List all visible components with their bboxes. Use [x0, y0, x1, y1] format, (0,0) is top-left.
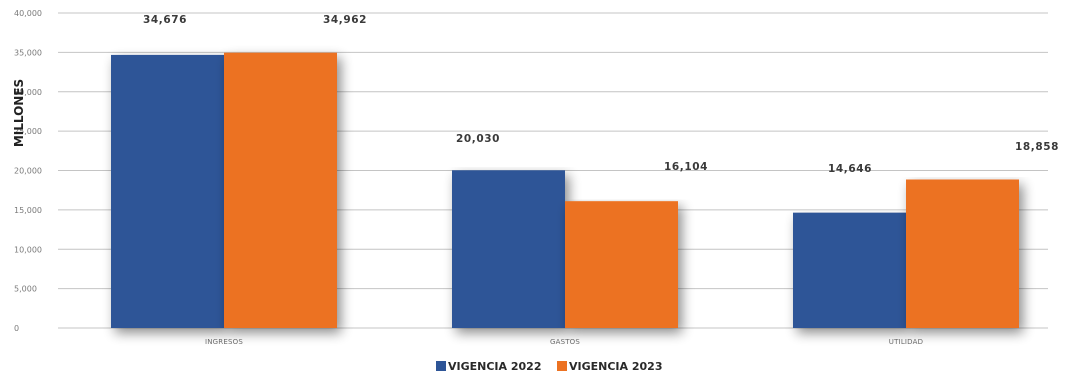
- bar-utilidad-2023: [906, 179, 1019, 328]
- y-tick-label: 25,000: [14, 127, 42, 136]
- bar-gastos-2023: [565, 201, 678, 328]
- data-label: 18,858: [1015, 141, 1059, 153]
- y-tick-label: 0: [14, 324, 19, 333]
- data-label: 20,030: [456, 133, 500, 145]
- bar-gastos-2022: [452, 170, 565, 328]
- legend-swatch: [436, 361, 446, 371]
- data-label: 34,676: [143, 14, 187, 26]
- y-axis-title: MILLONES: [12, 79, 26, 147]
- legend: VIGENCIA 2022 VIGENCIA 2023: [436, 360, 662, 373]
- labels: 0 5,000 10,000 15,000 20,000 25,000 30,000 35,0…: [14, 9, 1059, 346]
- y-tick-label: 5,000: [14, 285, 37, 294]
- y-tick-label: 20,000: [14, 167, 42, 176]
- x-category-label: INGRESOS: [205, 338, 243, 346]
- y-tick-label: 10,000: [14, 245, 42, 254]
- data-label: 34,962: [323, 14, 367, 26]
- bar-ingresos-2023: [224, 52, 337, 328]
- bar-utilidad-2022: [793, 212, 906, 328]
- legend-label: VIGENCIA 2023: [569, 360, 662, 373]
- y-tick-label: 35,000: [14, 48, 42, 57]
- y-tick-label: 15,000: [14, 206, 42, 215]
- legend-label: VIGENCIA 2022: [448, 360, 541, 373]
- legend-swatch: [557, 361, 567, 371]
- bars: [111, 52, 1019, 328]
- y-tick-label: 40,000: [14, 9, 42, 18]
- data-label: 14,646: [828, 163, 872, 175]
- x-category-label: GASTOS: [550, 338, 580, 346]
- y-tick-label: 30,000: [14, 88, 42, 97]
- x-category-label: UTILIDAD: [889, 338, 923, 346]
- data-label: 16,104: [664, 161, 708, 173]
- bar-ingresos-2022: [111, 54, 224, 328]
